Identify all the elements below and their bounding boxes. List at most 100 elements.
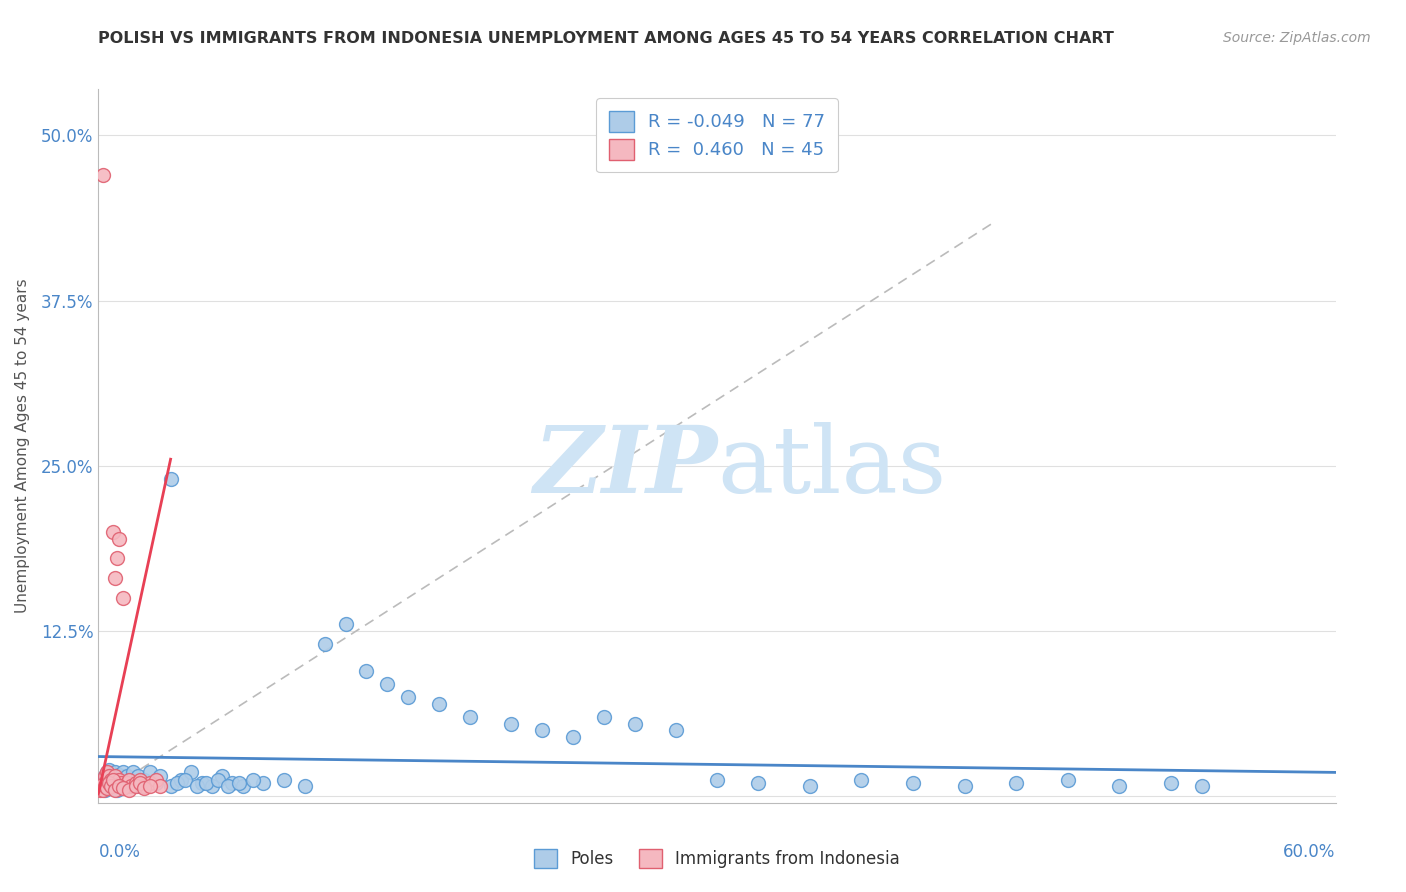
- Point: [335, 617, 357, 632]
- Point: [427, 697, 450, 711]
- Point: [706, 773, 728, 788]
- Point: [851, 773, 873, 788]
- Point: [901, 776, 924, 790]
- Point: [232, 779, 254, 793]
- Point: [108, 773, 131, 788]
- Point: [1108, 779, 1130, 793]
- Text: atlas: atlas: [717, 423, 946, 512]
- Point: [1005, 776, 1028, 790]
- Point: [114, 776, 136, 790]
- Legend: Poles, Immigrants from Indonesia: Poles, Immigrants from Indonesia: [526, 840, 908, 877]
- Point: [93, 769, 115, 783]
- Point: [108, 779, 131, 793]
- Point: [145, 776, 167, 790]
- Point: [93, 782, 115, 797]
- Point: [149, 779, 172, 793]
- Point: [96, 765, 118, 780]
- Point: [96, 765, 118, 780]
- Point: [101, 773, 124, 788]
- Point: [1056, 773, 1078, 788]
- Point: [100, 779, 122, 793]
- Point: [118, 782, 141, 797]
- Point: [96, 773, 118, 788]
- Point: [217, 779, 239, 793]
- Point: [97, 763, 120, 777]
- Point: [97, 779, 120, 793]
- Text: ZIP: ZIP: [533, 423, 717, 512]
- Point: [112, 591, 135, 605]
- Point: [127, 769, 149, 783]
- Point: [93, 776, 115, 790]
- Point: [747, 776, 769, 790]
- Point: [91, 779, 114, 793]
- Text: 60.0%: 60.0%: [1284, 843, 1336, 861]
- Point: [294, 779, 316, 793]
- Point: [100, 779, 122, 793]
- Point: [117, 776, 139, 790]
- Point: [91, 782, 114, 797]
- Point: [97, 769, 120, 783]
- Point: [100, 769, 122, 783]
- Point: [1160, 776, 1182, 790]
- Point: [117, 769, 139, 783]
- Point: [91, 168, 114, 182]
- Point: [104, 782, 127, 797]
- Text: POLISH VS IMMIGRANTS FROM INDONESIA UNEMPLOYMENT AMONG AGES 45 TO 54 YEARS CORRE: POLISH VS IMMIGRANTS FROM INDONESIA UNEM…: [98, 31, 1115, 46]
- Point: [180, 765, 202, 780]
- Point: [592, 710, 614, 724]
- Point: [101, 776, 124, 790]
- Point: [110, 773, 132, 788]
- Y-axis label: Unemployment Among Ages 45 to 54 years: Unemployment Among Ages 45 to 54 years: [15, 278, 30, 614]
- Point: [207, 773, 229, 788]
- Point: [112, 781, 135, 796]
- Point: [186, 779, 208, 793]
- Point: [149, 769, 172, 783]
- Point: [228, 776, 250, 790]
- Point: [89, 779, 111, 793]
- Point: [211, 769, 233, 783]
- Point: [139, 765, 162, 780]
- Point: [108, 768, 131, 782]
- Point: [159, 472, 181, 486]
- Point: [499, 716, 522, 731]
- Point: [101, 781, 124, 796]
- Point: [124, 779, 146, 793]
- Point: [174, 773, 197, 788]
- Point: [100, 773, 122, 788]
- Point: [108, 776, 131, 790]
- Point: [93, 779, 115, 793]
- Point: [561, 730, 583, 744]
- Point: [108, 532, 131, 546]
- Point: [1191, 779, 1213, 793]
- Point: [128, 779, 150, 793]
- Point: [145, 773, 167, 788]
- Point: [105, 771, 128, 785]
- Point: [101, 524, 124, 539]
- Point: [110, 776, 132, 790]
- Point: [118, 779, 141, 793]
- Point: [101, 773, 124, 788]
- Point: [104, 779, 127, 793]
- Point: [97, 776, 120, 790]
- Point: [132, 773, 155, 788]
- Point: [375, 677, 398, 691]
- Point: [139, 779, 162, 793]
- Point: [623, 716, 645, 731]
- Text: Source: ZipAtlas.com: Source: ZipAtlas.com: [1223, 31, 1371, 45]
- Point: [96, 781, 118, 796]
- Point: [273, 773, 295, 788]
- Point: [105, 551, 128, 566]
- Point: [396, 690, 419, 704]
- Point: [530, 723, 553, 738]
- Point: [252, 776, 274, 790]
- Point: [104, 571, 127, 585]
- Point: [122, 765, 145, 780]
- Point: [100, 776, 122, 790]
- Point: [159, 779, 181, 793]
- Point: [128, 776, 150, 790]
- Text: 0.0%: 0.0%: [98, 843, 141, 861]
- Point: [124, 776, 146, 790]
- Point: [114, 779, 136, 793]
- Point: [221, 776, 243, 790]
- Point: [194, 776, 217, 790]
